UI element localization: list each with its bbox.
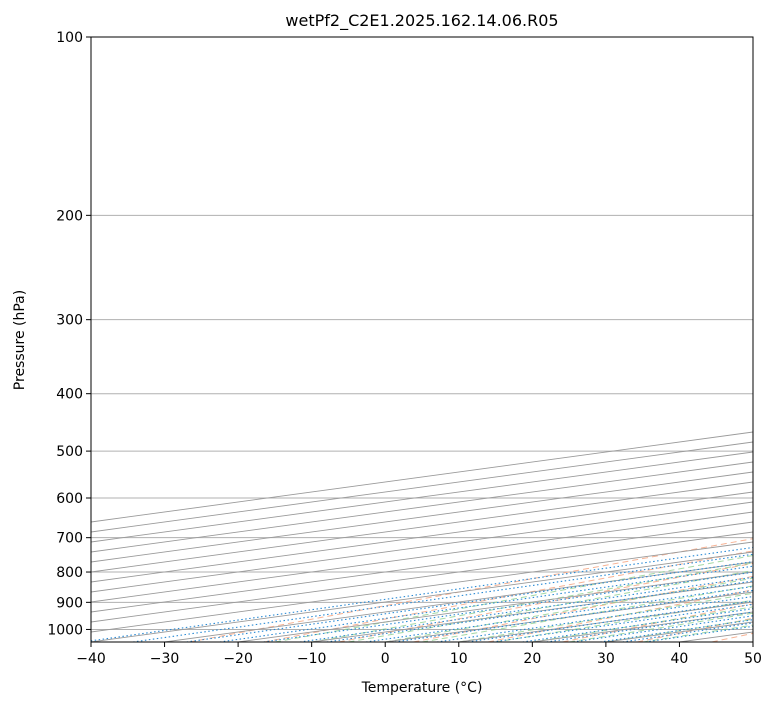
moist-adiabat-line bbox=[421, 585, 753, 642]
isotherm-line bbox=[91, 481, 753, 573]
x-tick-label: 10 bbox=[450, 651, 468, 667]
x-axis: −40 −30 −20 −10 0 10 20 30 40 50 bbox=[76, 642, 762, 667]
chart-title: wetPf2_C2E1.2025.162.14.06.R05 bbox=[285, 11, 558, 31]
y-axis-label: Pressure (hPa) bbox=[12, 290, 28, 390]
y-tick-label: 600 bbox=[56, 491, 83, 507]
isotherm-line bbox=[91, 521, 753, 613]
x-axis-label: Temperature (°C) bbox=[361, 680, 483, 696]
y-tick-label: 900 bbox=[56, 595, 83, 611]
y-tick-label: 300 bbox=[56, 313, 83, 329]
mixing-ratio-line bbox=[492, 603, 753, 642]
dry-adiabat-line bbox=[338, 562, 753, 642]
y-tick-label: 700 bbox=[56, 531, 83, 547]
x-tick-label: −40 bbox=[76, 651, 106, 667]
y-tick-label: 200 bbox=[56, 208, 83, 224]
isotherm-line bbox=[91, 471, 753, 563]
y-tick-label: 100 bbox=[56, 30, 83, 46]
mixing-ratio-line bbox=[91, 546, 753, 642]
isotherm-line bbox=[91, 531, 753, 623]
x-tick-label: 0 bbox=[381, 651, 390, 667]
moist-adiabat-line bbox=[348, 569, 753, 642]
isotherm-line bbox=[91, 461, 753, 553]
x-tick-label: 40 bbox=[671, 651, 689, 667]
background-lines bbox=[91, 37, 753, 642]
mixing-ratio-line bbox=[394, 589, 753, 642]
dry-adiabat-line bbox=[189, 538, 753, 642]
x-tick-label: −10 bbox=[297, 651, 327, 667]
y-tick-label: 400 bbox=[56, 387, 83, 403]
y-tick-label: 1000 bbox=[47, 622, 83, 638]
plot-frame bbox=[90, 36, 754, 643]
mixing-ratio-line bbox=[436, 595, 753, 642]
mixing-ratio-line bbox=[186, 561, 753, 642]
mixing-ratio-line bbox=[467, 600, 753, 642]
isotherm-line bbox=[91, 511, 753, 603]
isotherm-line bbox=[91, 491, 753, 583]
y-tick-label: 500 bbox=[56, 444, 83, 460]
x-tick-label: 20 bbox=[523, 651, 541, 667]
isotherm-line bbox=[91, 451, 753, 543]
x-tick-label: 30 bbox=[597, 651, 615, 667]
x-tick-label: −30 bbox=[150, 651, 180, 667]
y-axis: 100 200 300 400 500 600 700 800 900 1000 bbox=[47, 30, 91, 638]
y-tick-label: 800 bbox=[56, 565, 83, 581]
x-tick-label: −20 bbox=[223, 651, 253, 667]
isotherm-line bbox=[91, 501, 753, 593]
x-tick-label: 50 bbox=[744, 651, 762, 667]
dry-adiabat-line bbox=[413, 575, 753, 642]
